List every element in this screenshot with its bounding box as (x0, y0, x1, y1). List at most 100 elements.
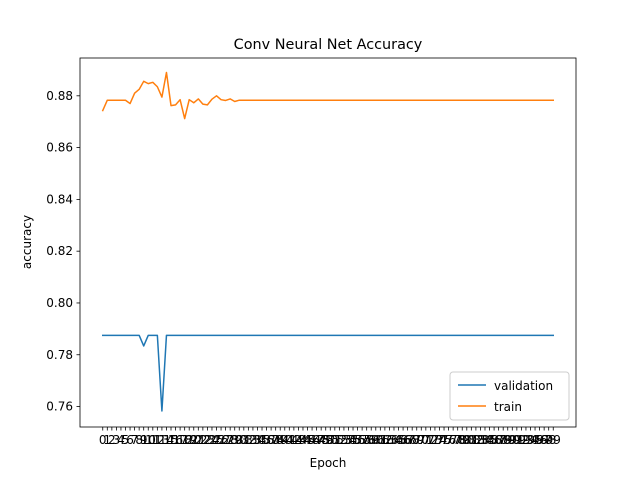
x-tick-label: 98 (541, 433, 556, 447)
x-tick-label: 88 (496, 433, 511, 447)
x-tick-label: 63 (382, 433, 397, 447)
y-axis-label: accuracy (20, 215, 34, 269)
x-tick-label: 54 (341, 433, 356, 447)
x-tick-label: 55 (345, 433, 360, 447)
x-tick-label: 6 (126, 433, 134, 447)
y-tick-label: 0.80 (46, 296, 73, 310)
x-tick-label: 78 (450, 433, 465, 447)
x-tick-label: 3 (113, 433, 121, 447)
x-tick-label: 71 (418, 433, 433, 447)
x-tick-label: 10 (141, 433, 156, 447)
x-tick-label: 76 (441, 433, 456, 447)
x-tick-label: 64 (386, 433, 401, 447)
x-tick-label: 96 (532, 433, 547, 447)
x-tick-label: 25 (209, 433, 224, 447)
x-axis-ticks: 0123456789101112131415161718192021222324… (99, 427, 561, 447)
x-tick-label: 0 (99, 433, 107, 447)
x-axis-label: Epoch (310, 456, 347, 470)
x-tick-label: 45 (300, 433, 315, 447)
x-tick-label: 82 (468, 433, 483, 447)
y-tick-label: 0.88 (46, 89, 73, 103)
x-tick-label: 13 (154, 433, 169, 447)
x-tick-label: 74 (432, 433, 447, 447)
x-tick-label: 52 (332, 433, 347, 447)
x-tick-label: 79 (455, 433, 470, 447)
plot-frame (79, 57, 577, 428)
legend-box (449, 371, 570, 421)
x-tick-label: 5 (122, 433, 130, 447)
x-tick-label: 53 (336, 433, 351, 447)
x-tick-label: 86 (486, 433, 501, 447)
x-tick-label: 70 (414, 433, 429, 447)
x-tick-label: 42 (286, 433, 301, 447)
x-tick-label: 1 (103, 433, 111, 447)
x-tick-label: 50 (323, 433, 338, 447)
y-tick-label: 0.76 (46, 400, 73, 414)
x-tick-label: 35 (254, 433, 269, 447)
series-lines (101, 71, 554, 412)
x-tick-label: 41 (282, 433, 297, 447)
x-tick-label: 40 (277, 433, 292, 447)
x-tick-label: 59 (364, 433, 379, 447)
x-tick-label: 39 (273, 433, 288, 447)
legend: validation train (449, 371, 570, 421)
x-tick-label: 8 (135, 433, 143, 447)
x-tick-label: 9 (140, 433, 148, 447)
x-tick-label: 66 (395, 433, 410, 447)
x-tick-label: 38 (268, 433, 283, 447)
x-tick-label: 49 (318, 433, 333, 447)
series-line-validation (102, 334, 554, 412)
x-tick-label: 11 (145, 433, 160, 447)
x-tick-label: 51 (327, 433, 342, 447)
x-tick-label: 58 (359, 433, 374, 447)
x-tick-label: 83 (473, 433, 488, 447)
x-tick-label: 67 (400, 433, 415, 447)
x-tick-label: 22 (195, 433, 210, 447)
x-tick-label: 68 (405, 433, 420, 447)
x-tick-label: 31 (236, 433, 251, 447)
x-tick-label: 15 (163, 433, 178, 447)
x-tick-label: 65 (391, 433, 406, 447)
x-tick-label: 29 (227, 433, 242, 447)
x-tick-label: 60 (368, 433, 383, 447)
x-tick-label: 92 (514, 433, 529, 447)
x-tick-label: 93 (518, 433, 533, 447)
x-tick-label: 17 (172, 433, 187, 447)
x-tick-label: 18 (177, 433, 192, 447)
x-tick-label: 80 (459, 433, 474, 447)
x-tick-label: 72 (423, 433, 438, 447)
y-tick-label: 0.82 (46, 244, 73, 258)
x-tick-label: 30 (232, 433, 247, 447)
x-tick-label: 81 (464, 433, 479, 447)
x-tick-label: 27 (218, 433, 233, 447)
x-tick-label: 24 (204, 433, 219, 447)
x-tick-label: 97 (537, 433, 552, 447)
y-tick-label: 0.86 (46, 141, 73, 155)
x-tick-label: 84 (477, 433, 492, 447)
x-tick-label: 37 (263, 433, 278, 447)
x-tick-label: 34 (250, 433, 265, 447)
x-tick-label: 33 (245, 433, 260, 447)
x-tick-label: 12 (150, 433, 165, 447)
x-tick-label: 85 (482, 433, 497, 447)
x-tick-label: 57 (354, 433, 369, 447)
x-tick-label: 87 (491, 433, 506, 447)
y-tick-label: 0.84 (46, 192, 73, 206)
x-tick-label: 43 (291, 433, 306, 447)
x-tick-label: 99 (546, 433, 561, 447)
x-tick-label: 69 (409, 433, 424, 447)
chart-title: Conv Neural Net Accuracy (234, 37, 423, 53)
x-tick-label: 23 (200, 433, 215, 447)
x-tick-label: 44 (295, 433, 310, 447)
x-tick-label: 4 (117, 433, 125, 447)
x-tick-label: 28 (223, 433, 238, 447)
x-tick-label: 73 (427, 433, 442, 447)
x-tick-label: 16 (168, 433, 183, 447)
legend-label-validation: validation (494, 379, 553, 393)
y-tick-label: 0.78 (46, 348, 73, 362)
x-tick-label: 2 (108, 433, 116, 447)
series-line-train (101, 71, 554, 120)
x-tick-label: 26 (213, 433, 228, 447)
x-tick-label: 91 (509, 433, 524, 447)
x-tick-label: 95 (527, 433, 542, 447)
